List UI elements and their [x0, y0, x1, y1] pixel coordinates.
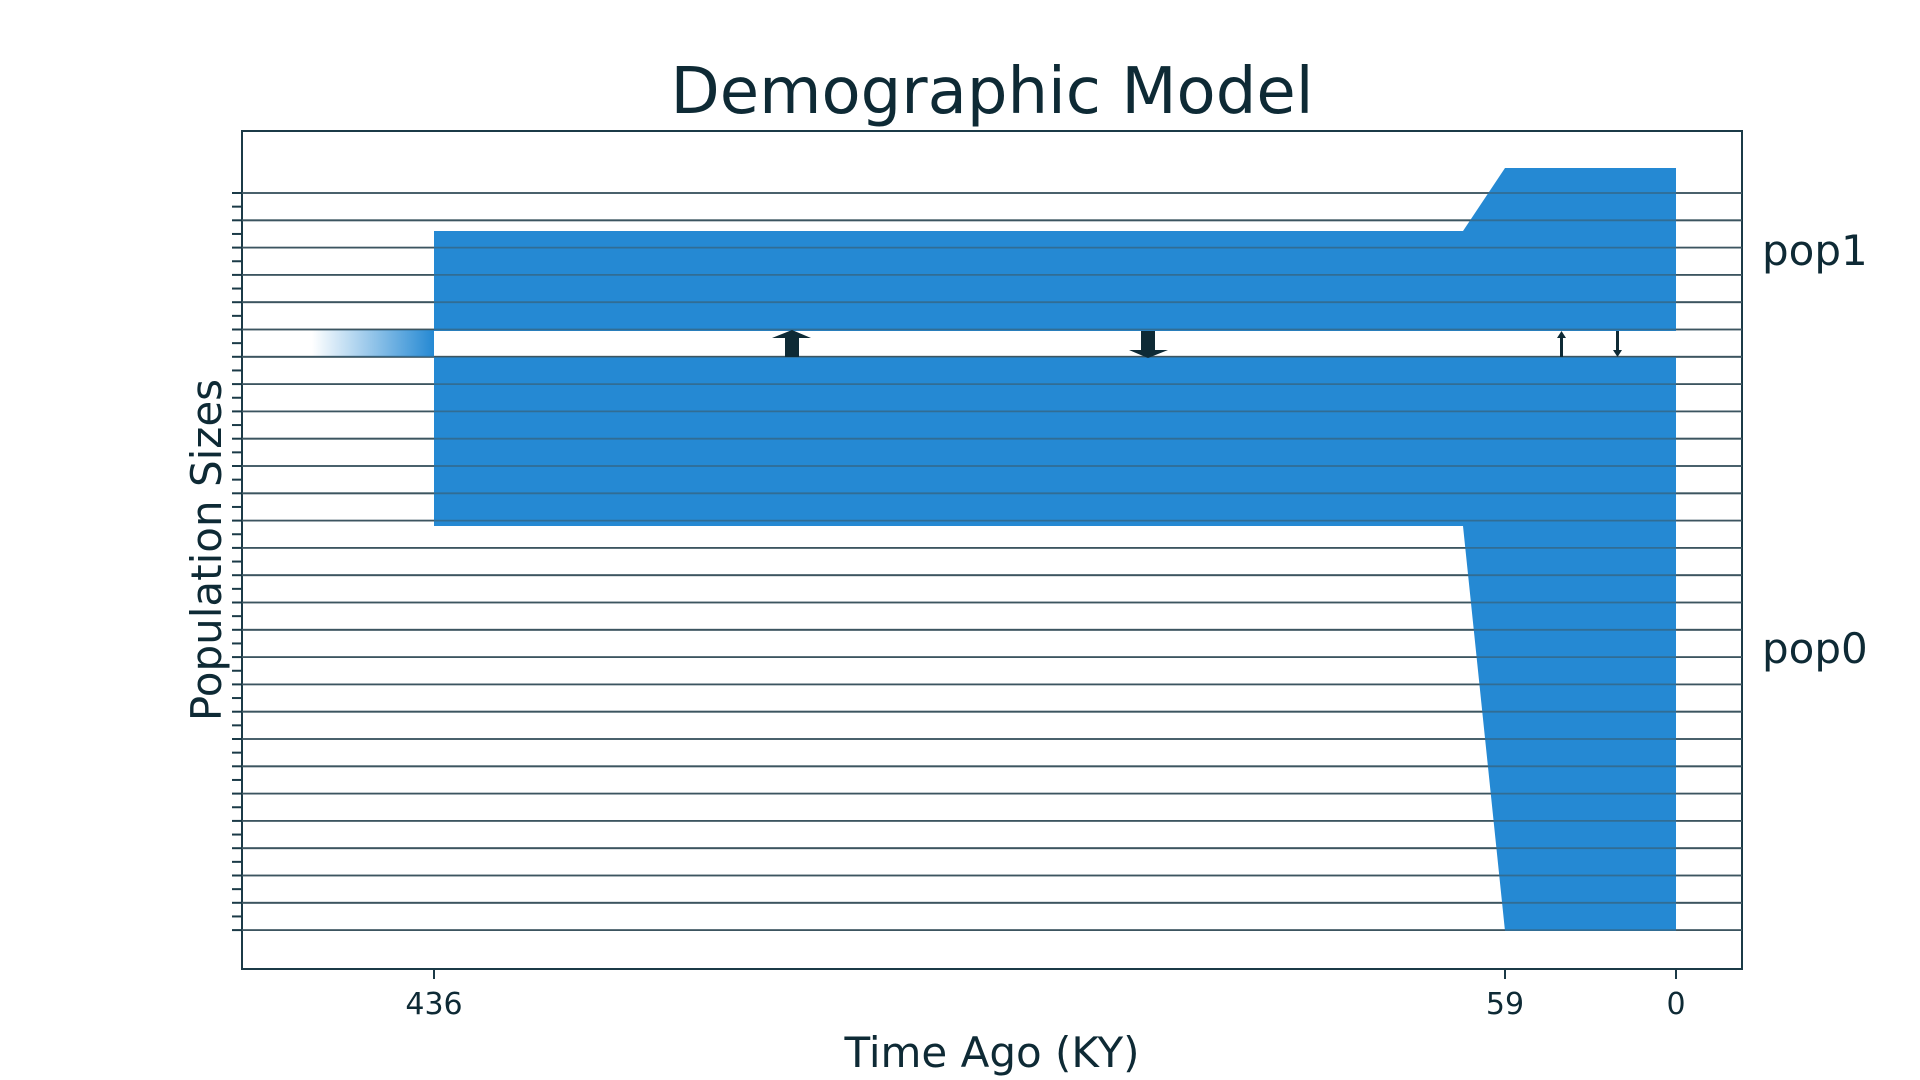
x-tick-label-59: 59 [1486, 987, 1524, 1022]
chart-title: Demographic Model [671, 55, 1314, 129]
x-tick-label-436: 436 [405, 987, 462, 1022]
migration-arrow-4 [1613, 331, 1622, 357]
pop0-label: pop0 [1762, 624, 1868, 673]
migration-arrow-2 [1129, 331, 1168, 358]
x-axis-label: Time Ago (KY) [843, 1028, 1139, 1077]
ancestral-population-band [312, 330, 434, 357]
migration-arrow-1 [772, 330, 811, 357]
pop1-label: pop1 [1762, 226, 1868, 275]
migration-arrow-3 [1557, 331, 1566, 357]
x-tick-label-0: 0 [1666, 987, 1685, 1022]
grid-lines-overlay [242, 192, 1742, 931]
pop1-area [434, 168, 1676, 331]
pop0-area [434, 357, 1676, 931]
y-axis-label: Population Sizes [182, 379, 231, 721]
